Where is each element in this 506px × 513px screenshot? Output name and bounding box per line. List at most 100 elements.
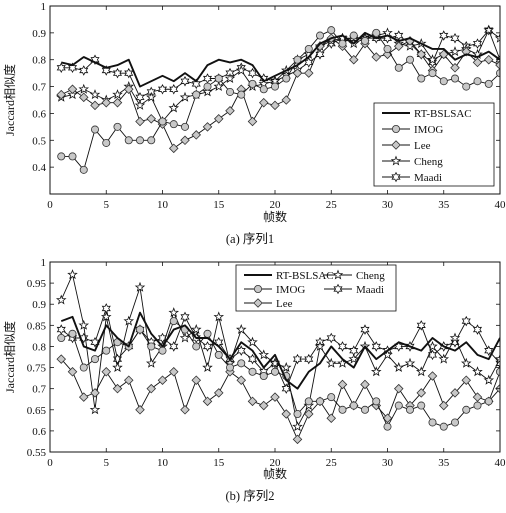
data-point xyxy=(103,347,110,354)
data-point xyxy=(328,27,335,34)
x-tick-label: 25 xyxy=(326,457,338,469)
data-point xyxy=(395,64,402,71)
data-point xyxy=(148,343,155,350)
y-tick-label: 0.55 xyxy=(27,447,47,459)
data-point xyxy=(406,406,413,413)
data-point xyxy=(226,364,233,371)
data-point xyxy=(204,83,211,90)
data-point xyxy=(485,80,492,87)
legend-label: RT-BSLSAC xyxy=(276,270,334,282)
data-point xyxy=(384,423,391,430)
y-tick-label: 0.4 xyxy=(32,162,46,174)
data-point xyxy=(249,368,256,375)
data-point xyxy=(406,56,413,63)
data-point xyxy=(159,347,166,354)
data-point xyxy=(136,137,143,144)
legend-label: RT-BSLSAC xyxy=(414,108,472,120)
legend-label: Maadi xyxy=(414,172,442,184)
x-tick-label: 40 xyxy=(495,199,506,211)
y-tick-label: 0.7 xyxy=(32,384,46,396)
data-point xyxy=(373,29,380,36)
x-axis-label: 帧数 xyxy=(263,466,287,481)
x-tick-label: 30 xyxy=(382,199,394,211)
data-point xyxy=(316,32,323,39)
x-tick-label: 5 xyxy=(104,199,110,211)
x-tick-label: 10 xyxy=(157,199,169,211)
data-point xyxy=(103,139,110,146)
data-point xyxy=(271,83,278,90)
data-point xyxy=(451,419,458,426)
data-point xyxy=(339,406,346,413)
data-point xyxy=(69,153,76,160)
data-point xyxy=(361,37,368,44)
data-point xyxy=(80,166,87,173)
y-tick-label: 0.75 xyxy=(27,363,47,375)
data-point xyxy=(114,123,121,130)
data-point xyxy=(294,410,301,417)
data-point xyxy=(238,91,245,98)
data-point xyxy=(181,123,188,130)
y-tick-label: 0.85 xyxy=(27,320,47,332)
legend-label: Lee xyxy=(276,298,293,310)
data-point xyxy=(226,88,233,95)
data-point xyxy=(193,91,200,98)
data-point xyxy=(283,75,290,82)
data-point xyxy=(418,75,425,82)
data-point xyxy=(384,45,391,52)
data-point xyxy=(204,330,211,337)
data-point xyxy=(305,398,312,405)
data-point xyxy=(249,80,256,87)
legend-label: Maadi xyxy=(356,284,384,296)
x-tick-label: 0 xyxy=(47,457,53,469)
x-tick-label: 30 xyxy=(382,457,394,469)
data-point xyxy=(463,406,470,413)
chart-caption: (a) 序列1 xyxy=(226,231,274,246)
data-point xyxy=(193,343,200,350)
data-point xyxy=(80,364,87,371)
data-point xyxy=(271,368,278,375)
data-point xyxy=(316,398,323,405)
x-tick-label: 5 xyxy=(104,457,110,469)
legend-label: IMOG xyxy=(414,124,443,136)
data-point xyxy=(350,402,357,409)
data-point xyxy=(170,121,177,128)
data-point xyxy=(395,402,402,409)
data-point xyxy=(260,86,267,93)
y-tick-label: 0.9 xyxy=(32,28,46,40)
y-axis-label: Jaccard相似度 xyxy=(2,321,17,393)
data-point xyxy=(440,423,447,430)
data-point xyxy=(238,360,245,367)
y-tick-label: 0.6 xyxy=(32,426,46,438)
data-point xyxy=(474,402,481,409)
y-tick-label: 0.5 xyxy=(32,135,46,147)
y-tick-label: 0.9 xyxy=(32,299,46,311)
y-tick-label: 1 xyxy=(41,1,47,13)
legend-marker xyxy=(254,285,261,292)
data-point xyxy=(485,398,492,405)
data-point xyxy=(429,419,436,426)
y-tick-label: 0.7 xyxy=(32,82,46,94)
data-point xyxy=(91,356,98,363)
data-point xyxy=(136,326,143,333)
data-point xyxy=(215,351,222,358)
legend-label: Lee xyxy=(414,140,431,152)
data-point xyxy=(305,45,312,52)
data-point xyxy=(373,398,380,405)
x-tick-label: 15 xyxy=(213,199,225,211)
data-point xyxy=(125,137,132,144)
data-point xyxy=(91,126,98,133)
x-tick-label: 35 xyxy=(438,199,450,211)
data-point xyxy=(463,83,470,90)
y-tick-label: 0.8 xyxy=(32,55,46,67)
data-point xyxy=(350,32,357,39)
data-point xyxy=(148,137,155,144)
y-tick-label: 0.65 xyxy=(27,405,47,417)
data-point xyxy=(451,75,458,82)
data-point xyxy=(328,394,335,401)
data-point xyxy=(170,318,177,325)
